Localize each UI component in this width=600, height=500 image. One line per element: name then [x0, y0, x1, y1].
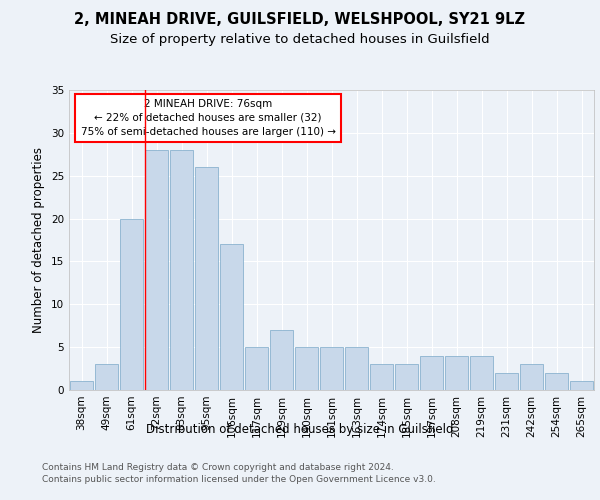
Bar — [245, 347, 268, 390]
Text: Size of property relative to detached houses in Guilsfield: Size of property relative to detached ho… — [110, 32, 490, 46]
Bar — [120, 218, 143, 390]
Bar — [345, 347, 368, 390]
Text: Distribution of detached houses by size in Guilsfield: Distribution of detached houses by size … — [146, 422, 454, 436]
Bar — [370, 364, 393, 390]
Bar — [570, 382, 593, 390]
Bar — [295, 347, 318, 390]
Bar — [445, 356, 468, 390]
Bar — [95, 364, 118, 390]
Bar — [470, 356, 493, 390]
Text: Contains public sector information licensed under the Open Government Licence v3: Contains public sector information licen… — [42, 475, 436, 484]
Bar — [320, 347, 343, 390]
Bar — [220, 244, 243, 390]
Text: 2 MINEAH DRIVE: 76sqm
← 22% of detached houses are smaller (32)
75% of semi-deta: 2 MINEAH DRIVE: 76sqm ← 22% of detached … — [80, 99, 335, 137]
Bar — [420, 356, 443, 390]
Bar — [145, 150, 168, 390]
Bar — [270, 330, 293, 390]
Y-axis label: Number of detached properties: Number of detached properties — [32, 147, 46, 333]
Text: Contains HM Land Registry data © Crown copyright and database right 2024.: Contains HM Land Registry data © Crown c… — [42, 462, 394, 471]
Text: 2, MINEAH DRIVE, GUILSFIELD, WELSHPOOL, SY21 9LZ: 2, MINEAH DRIVE, GUILSFIELD, WELSHPOOL, … — [74, 12, 526, 28]
Bar — [70, 382, 93, 390]
Bar — [170, 150, 193, 390]
Bar — [195, 167, 218, 390]
Bar — [495, 373, 518, 390]
Bar — [545, 373, 568, 390]
Bar — [395, 364, 418, 390]
Bar — [520, 364, 543, 390]
